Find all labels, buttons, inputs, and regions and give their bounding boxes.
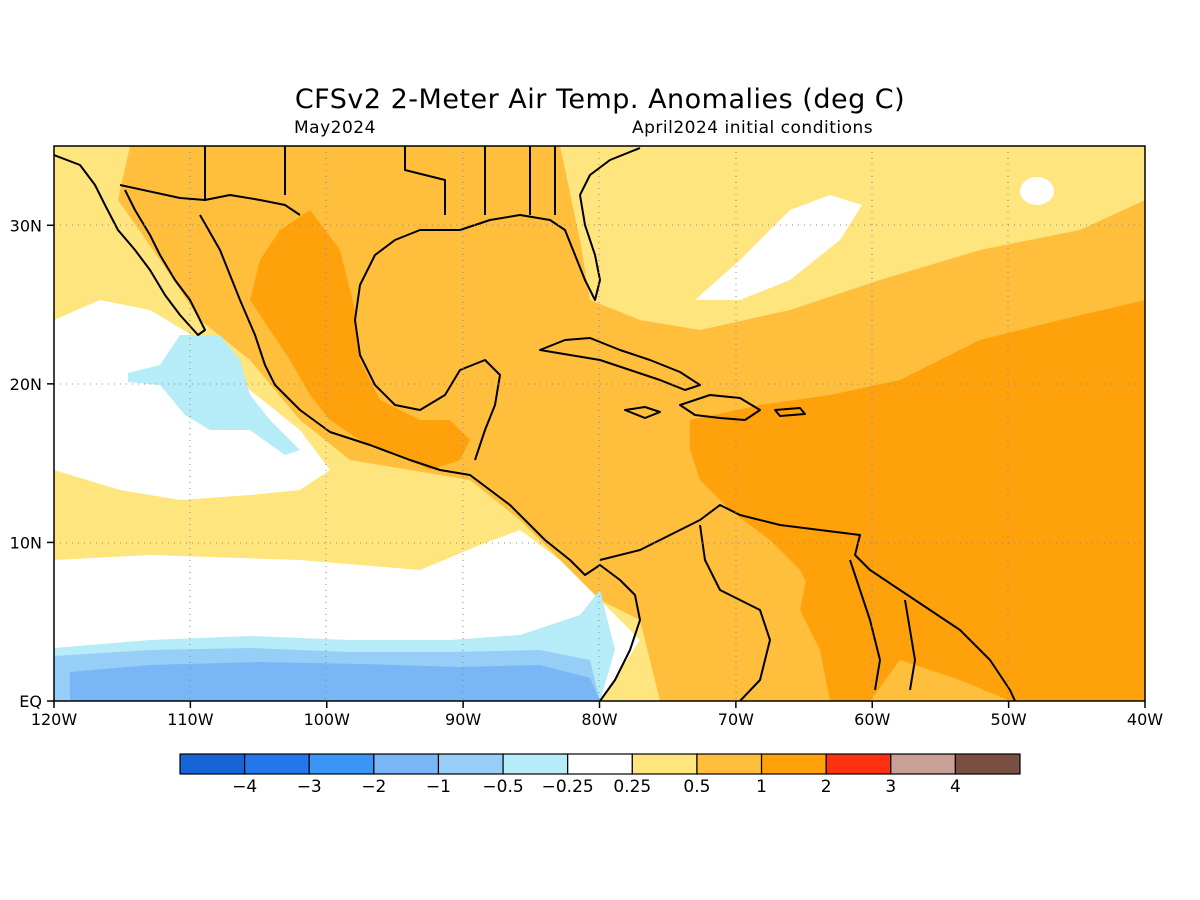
colorbar-label: −4	[232, 777, 257, 797]
chart-title: CFSv2 2-Meter Air Temp. Anomalies (deg C…	[294, 84, 906, 115]
colorbar-label: 2	[821, 777, 832, 797]
colorbar-bin	[244, 753, 310, 775]
lon-tick-label: 50W	[991, 710, 1027, 729]
grid-lines	[54, 146, 1145, 701]
border-mexico-us	[119, 184, 301, 216]
border-guyana-suriname	[904, 599, 916, 691]
colorbar-bin	[179, 753, 246, 775]
lon-tick-label: 100W	[304, 710, 351, 729]
colorbar-label: −1	[426, 777, 451, 797]
field-light-blue-mexico	[128, 335, 300, 455]
initial-conditions: April2024 initial conditions	[632, 118, 874, 138]
field-white-atlantic-small	[1020, 177, 1054, 205]
axis-ticks: 120W 110W 100W 90W 80W 70W 60W 50W 40W 30N 20N 10N E…	[10, 216, 1164, 729]
colorbar-bin	[437, 753, 504, 775]
colorbar-bin	[825, 753, 892, 775]
lat-tick-label: EQ	[19, 692, 42, 711]
coast-hispaniola	[679, 394, 761, 421]
field-blue-south	[70, 662, 600, 701]
colorbar-bin	[954, 753, 1021, 775]
field-orange-southamerica	[800, 560, 900, 701]
colorbar-bin	[373, 753, 440, 775]
shaded-field	[54, 146, 1145, 701]
field-orange-mexico	[250, 210, 470, 470]
colorbar-bin	[308, 753, 375, 775]
colorbar-bin	[502, 753, 569, 775]
colorbar-label: 3	[885, 777, 896, 797]
lon-tick-label: 60W	[854, 710, 890, 729]
field-white-atlantic	[695, 195, 862, 300]
field-orange-caribbean	[690, 300, 1145, 701]
border-venezuela-colombia	[699, 524, 771, 701]
lon-tick-label: 40W	[1127, 710, 1163, 729]
coast-baja	[54, 154, 206, 336]
colorbar-bin	[631, 753, 698, 775]
colorbar-label: 1	[756, 777, 767, 797]
colorbar-label: −2	[361, 777, 386, 797]
coast-puertorico	[774, 407, 806, 417]
colorbar: −4 −3 −2 −1 −0.5 −0.25 0.25 0.5 1 2 3 4	[179, 753, 1021, 797]
lon-tick-label: 80W	[581, 710, 617, 729]
coast-cuba	[539, 337, 701, 391]
lat-tick-label: 30N	[10, 216, 42, 235]
lon-tick-label: 110W	[167, 710, 214, 729]
coast-southamerica-north	[599, 504, 1016, 701]
colorbar-bin	[567, 753, 633, 775]
lat-tick-label: 20N	[10, 375, 42, 394]
lon-tick-label: 120W	[31, 710, 78, 729]
colorbar-label: −0.25	[542, 777, 594, 797]
lat-tick-label: 10N	[10, 533, 42, 552]
colorbar-bin	[696, 753, 763, 775]
colorbar-label: −0.5	[482, 777, 523, 797]
colorbar-label: 0.5	[683, 777, 710, 797]
coastlines	[54, 146, 1016, 701]
lon-tick-label: 70W	[718, 710, 754, 729]
coast-jamaica	[624, 406, 661, 419]
colorbar-bin	[890, 753, 956, 775]
forecast-month: May2024	[294, 118, 376, 138]
coast-mexico-pacific	[199, 214, 641, 701]
coast-gulf-north	[459, 147, 641, 301]
colorbar-bin	[760, 753, 827, 775]
coast-gulf-west	[354, 229, 501, 461]
lon-tick-label: 90W	[445, 710, 481, 729]
colorbar-label: 4	[950, 777, 961, 797]
colorbar-label: 0.25	[613, 777, 651, 797]
border-venezuela-guyana	[849, 559, 881, 691]
border-us-states	[204, 146, 556, 215]
colorbar-label: −3	[297, 777, 322, 797]
